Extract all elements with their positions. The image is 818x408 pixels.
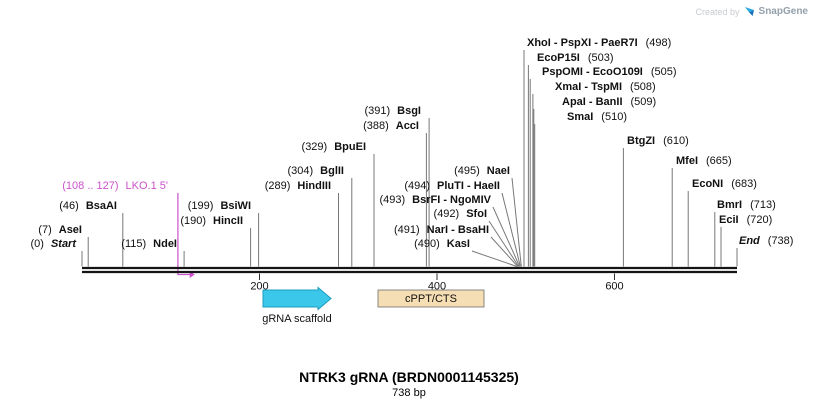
site-label-bsgi[interactable]: (391) BsgI — [364, 105, 421, 117]
site-label-acci[interactable]: (388) AccI — [363, 120, 419, 132]
site-label-bsiwi[interactable]: (199) BsiWI — [188, 200, 251, 212]
site-connector-bsrfi-ngomiv — [492, 206, 521, 267]
site-label-pspomi-ecoo109i[interactable]: PspOMI - EcoO109I (505) — [542, 66, 677, 78]
construct-title: NTRK3 gRNA (BRDN0001145325) — [299, 369, 519, 385]
feature-cppt-cts[interactable] — [377, 289, 485, 308]
site-label-smai[interactable]: SmaI (510) — [567, 111, 627, 123]
site-connector-sfoi — [488, 220, 520, 267]
feature-label-grna-scaffold[interactable]: gRNA scaffold — [262, 313, 332, 325]
site-label-bpuei[interactable]: (329) BpuEI — [302, 141, 366, 153]
site-label-ecii[interactable]: EciI (720) — [719, 214, 772, 226]
feature-label-cppt-cts[interactable]: cPPT/CTS — [405, 293, 457, 305]
snapgene-logo-icon — [744, 7, 754, 16]
site-label-xhoi-pspxi-paer7i[interactable]: XhoI - PspXI - PaeR7I (498) — [527, 37, 671, 49]
site-label-btgzi[interactable]: BtgZI (610) — [627, 135, 689, 147]
site-label-econi[interactable]: EcoNI (683) — [692, 178, 757, 190]
site-label-bmri[interactable]: BmrI (713) — [717, 199, 776, 211]
primer-annotation-shape[interactable] — [177, 193, 191, 276]
site-label-ndei[interactable]: (115) NdeI — [121, 238, 177, 250]
site-label-naei[interactable]: (495) NaeI — [454, 165, 510, 177]
site-label-sfoi[interactable]: (492) SfoI — [434, 208, 487, 220]
site-label-nari-bsahi[interactable]: (491) NarI - BsaHI — [394, 224, 489, 236]
site-label-kasi[interactable]: (490) KasI — [414, 238, 470, 250]
primer-label[interactable]: (108 .. 127) LKO.1 5' — [62, 180, 168, 192]
title-block: NTRK3 gRNA (BRDN0001145325) 738 bp — [0, 369, 818, 399]
site-connector-nari-bsahi — [490, 236, 519, 267]
site-label-ecop15i[interactable]: EcoP15I (503) — [537, 52, 614, 64]
site-label-start[interactable]: (0) Start — [30, 238, 77, 250]
site-connector-kasi — [471, 250, 518, 267]
site-connector-naei — [511, 177, 522, 267]
site-label-bsrfi-ngomiv[interactable]: (493) BsrFI - NgoMIV — [379, 194, 491, 206]
site-label-hindiii[interactable]: (289) HindIII — [265, 180, 331, 192]
site-label-xmai-tspmi[interactable]: XmaI - TspMI (508) — [555, 81, 656, 93]
watermark: Created by SnapGene — [696, 6, 809, 17]
watermark-brand: SnapGene — [758, 6, 808, 17]
site-label-apai-banii[interactable]: ApaI - BanII (509) — [562, 96, 656, 108]
ruler-tick-label: 400 — [428, 281, 446, 293]
site-connector-pluti-haeii — [501, 192, 521, 267]
site-label-pluti-haeii[interactable]: (494) PluTI - HaeII — [404, 180, 500, 192]
site-label-hincii[interactable]: (190) HincII — [180, 215, 243, 227]
site-label-bsaai[interactable]: (46) BsaAI — [59, 200, 117, 212]
ruler-tick-label: 600 — [605, 281, 623, 293]
construct-length: 738 bp — [392, 387, 426, 399]
watermark-created-by: Created by — [695, 6, 740, 17]
site-label-asei[interactable]: (7) AseI — [38, 224, 82, 236]
feature-grna-scaffold[interactable] — [262, 286, 332, 311]
site-label-mfei[interactable]: MfeI (665) — [676, 155, 732, 167]
site-label-bglii[interactable]: (304) BglII — [287, 165, 344, 177]
site-label-end[interactable]: End (738) — [739, 235, 793, 247]
